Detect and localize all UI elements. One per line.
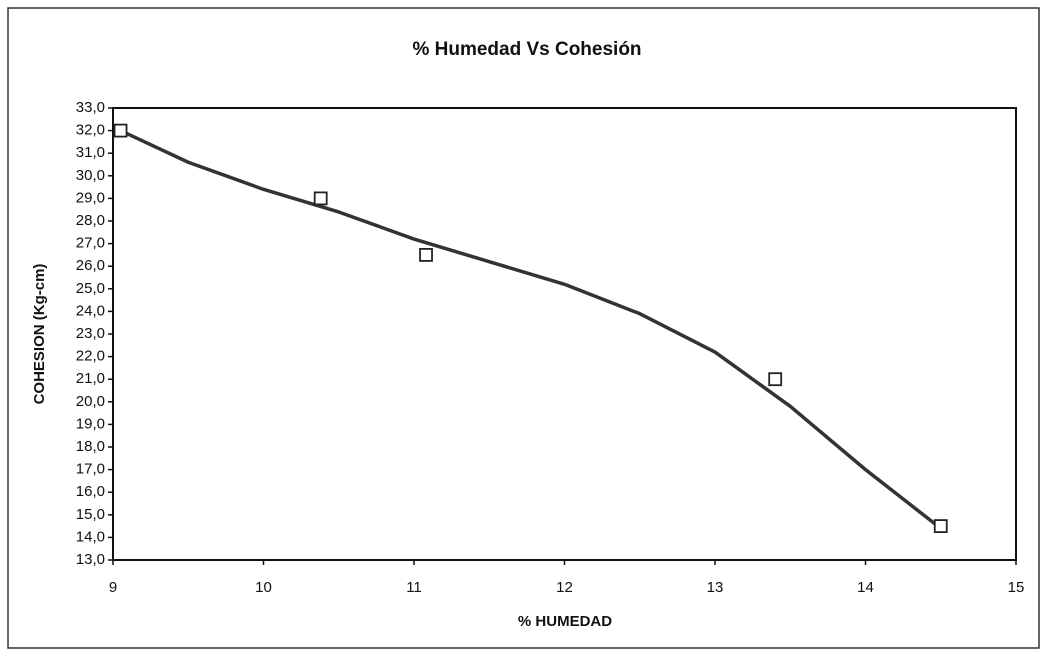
- y-tick-label: 17,0: [76, 461, 105, 478]
- y-tick-label: 26,0: [76, 257, 105, 274]
- x-tick-label: 10: [255, 579, 272, 596]
- y-tick-label: 28,0: [76, 212, 105, 229]
- y-tick-label: 19,0: [76, 415, 105, 432]
- x-axis-title: % HUMEDAD: [518, 613, 612, 630]
- x-tick-label: 12: [556, 579, 573, 596]
- y-tick-label: 25,0: [76, 280, 105, 297]
- y-tick-label: 30,0: [76, 167, 105, 184]
- y-tick-label: 29,0: [76, 189, 105, 206]
- point: [768, 372, 783, 387]
- x-tick-label: 14: [857, 579, 874, 596]
- y-tick-label: 15,0: [76, 506, 105, 523]
- y-tick-label: 31,0: [76, 144, 105, 161]
- point: [113, 123, 128, 138]
- chart-frame: [7, 7, 1040, 649]
- x-tick-label: 11: [406, 579, 422, 596]
- x-tick-label: 9: [109, 579, 117, 596]
- y-tick-label: 14,0: [76, 528, 105, 545]
- y-axis-title: COHESION (Kg-cm): [31, 264, 48, 405]
- x-tick-label: 15: [1008, 579, 1025, 596]
- point: [933, 519, 948, 533]
- y-tick-label: 23,0: [76, 325, 105, 342]
- y-tick-label: 18,0: [76, 438, 105, 455]
- y-tick-label: 22,0: [76, 348, 105, 365]
- y-tick-label: 16,0: [76, 483, 105, 500]
- trend-line: [119, 129, 942, 530]
- point: [419, 247, 433, 262]
- point: [313, 191, 328, 206]
- x-tick-label: 13: [707, 579, 724, 596]
- y-tick-label: 33,0: [76, 99, 105, 116]
- y-tick-label: 13,0: [76, 551, 105, 568]
- y-tick-label: 21,0: [76, 370, 105, 387]
- y-tick-label: 32,0: [76, 122, 105, 139]
- chart-title: % Humedad Vs Cohesión: [412, 39, 641, 60]
- y-tick-label: 20,0: [76, 393, 105, 410]
- y-tick-label: 27,0: [76, 235, 105, 252]
- y-tick-label: 24,0: [76, 302, 105, 319]
